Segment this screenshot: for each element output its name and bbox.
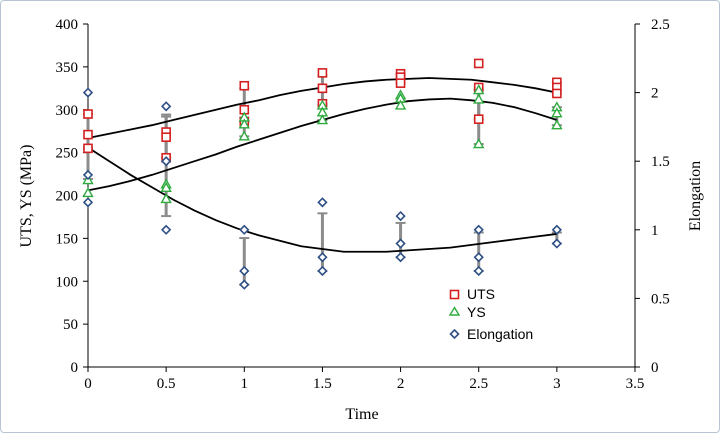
- point-ys: [316, 114, 329, 125]
- point-ys: [160, 181, 172, 192]
- point-ys: [473, 93, 485, 104]
- point-elongation: [161, 101, 172, 112]
- point-uts: [317, 68, 328, 78]
- point-uts: [83, 109, 93, 119]
- point-uts: [317, 83, 328, 94]
- y-left-tick-label: 300: [56, 103, 79, 119]
- point-uts: [395, 78, 406, 88]
- point-elongation: [239, 224, 250, 235]
- point-ys: [473, 84, 485, 95]
- y-left-tick-label: 50: [63, 317, 78, 333]
- point-elongation: [317, 252, 328, 263]
- point-ys: [473, 138, 485, 149]
- y-left-axis-title: UTS, YS (MPa): [18, 145, 35, 248]
- point-uts: [473, 58, 484, 69]
- x-tick-label: 1: [241, 376, 249, 392]
- y-right-tick-label: 0: [651, 360, 659, 376]
- point-ys: [238, 130, 250, 141]
- point-elongation: [161, 224, 172, 235]
- y-right-axis-title: Elongation: [687, 161, 704, 231]
- point-elongation: [473, 224, 484, 235]
- axes: [83, 23, 640, 372]
- legend-marker-ys: [448, 306, 461, 316]
- error-bar-elongation: [239, 237, 250, 286]
- data-points: [82, 58, 563, 290]
- point-elongation: [82, 87, 94, 98]
- point-elongation: [551, 224, 562, 235]
- point-elongation: [82, 169, 94, 181]
- point-elongation: [161, 156, 172, 167]
- point-elongation: [82, 197, 94, 208]
- point-elongation: [317, 197, 328, 208]
- point-elongation: [395, 210, 406, 222]
- x-axis-title: Time: [345, 406, 378, 423]
- point-ys: [551, 119, 563, 130]
- point-uts: [239, 80, 250, 91]
- legend-label-uts: UTS: [467, 286, 495, 302]
- point-ys: [394, 99, 407, 110]
- legend-label-ys: YS: [467, 304, 486, 320]
- y-left-tick-label: 250: [56, 146, 79, 162]
- y-right-tick-label: 0.5: [651, 291, 670, 307]
- point-elongation: [239, 265, 250, 277]
- point-ys: [238, 118, 250, 129]
- x-tick-label: 0: [84, 376, 92, 392]
- point-elongation: [551, 238, 562, 249]
- legend-marker-uts: [449, 289, 460, 300]
- y-left-tick-label: 200: [56, 189, 79, 205]
- y-left-tick-label: 150: [56, 231, 79, 247]
- point-elongation: [395, 238, 406, 249]
- point-elongation: [473, 252, 484, 263]
- x-tick-label: 0.5: [157, 376, 176, 392]
- point-elongation: [239, 279, 250, 290]
- x-tick-label: 3: [553, 376, 561, 392]
- legend: UTS YS Elongation: [448, 286, 533, 342]
- tick-labels: 0 0.5 1 1.5 2 2.5 3 3.5 0 50 100 150 200 250 300 350 400…: [56, 17, 670, 392]
- y-left-tick-label: 100: [56, 274, 79, 290]
- y-right-tick-label: 1: [651, 223, 659, 239]
- x-tick-label: 2: [397, 376, 405, 392]
- y-left-tick-label: 400: [56, 17, 79, 33]
- x-tick-label: 3.5: [626, 376, 645, 392]
- point-uts: [552, 88, 562, 99]
- point-elongation: [395, 252, 406, 263]
- legend-marker-elongation: [449, 328, 460, 340]
- y-left-tick-label: 350: [56, 60, 79, 76]
- y-right-tick-label: 1.5: [651, 154, 670, 170]
- y-right-tick-label: 2: [651, 86, 659, 102]
- point-ys: [82, 187, 94, 198]
- error-bar-elongation: [473, 231, 484, 272]
- y-right-tick-label: 2.5: [651, 17, 670, 33]
- point-elongation: [317, 265, 328, 277]
- legend-label-elongation: Elongation: [467, 326, 533, 342]
- point-ys: [551, 107, 563, 118]
- point-ys: [160, 193, 172, 204]
- point-uts: [83, 129, 93, 140]
- point-uts: [473, 114, 484, 124]
- x-tick-label: 2.5: [469, 376, 488, 392]
- point-uts: [83, 143, 93, 154]
- point-elongation: [473, 265, 484, 277]
- point-uts: [161, 132, 171, 142]
- x-tick-label: 1.5: [313, 376, 332, 392]
- y-left-tick-label: 0: [71, 360, 79, 376]
